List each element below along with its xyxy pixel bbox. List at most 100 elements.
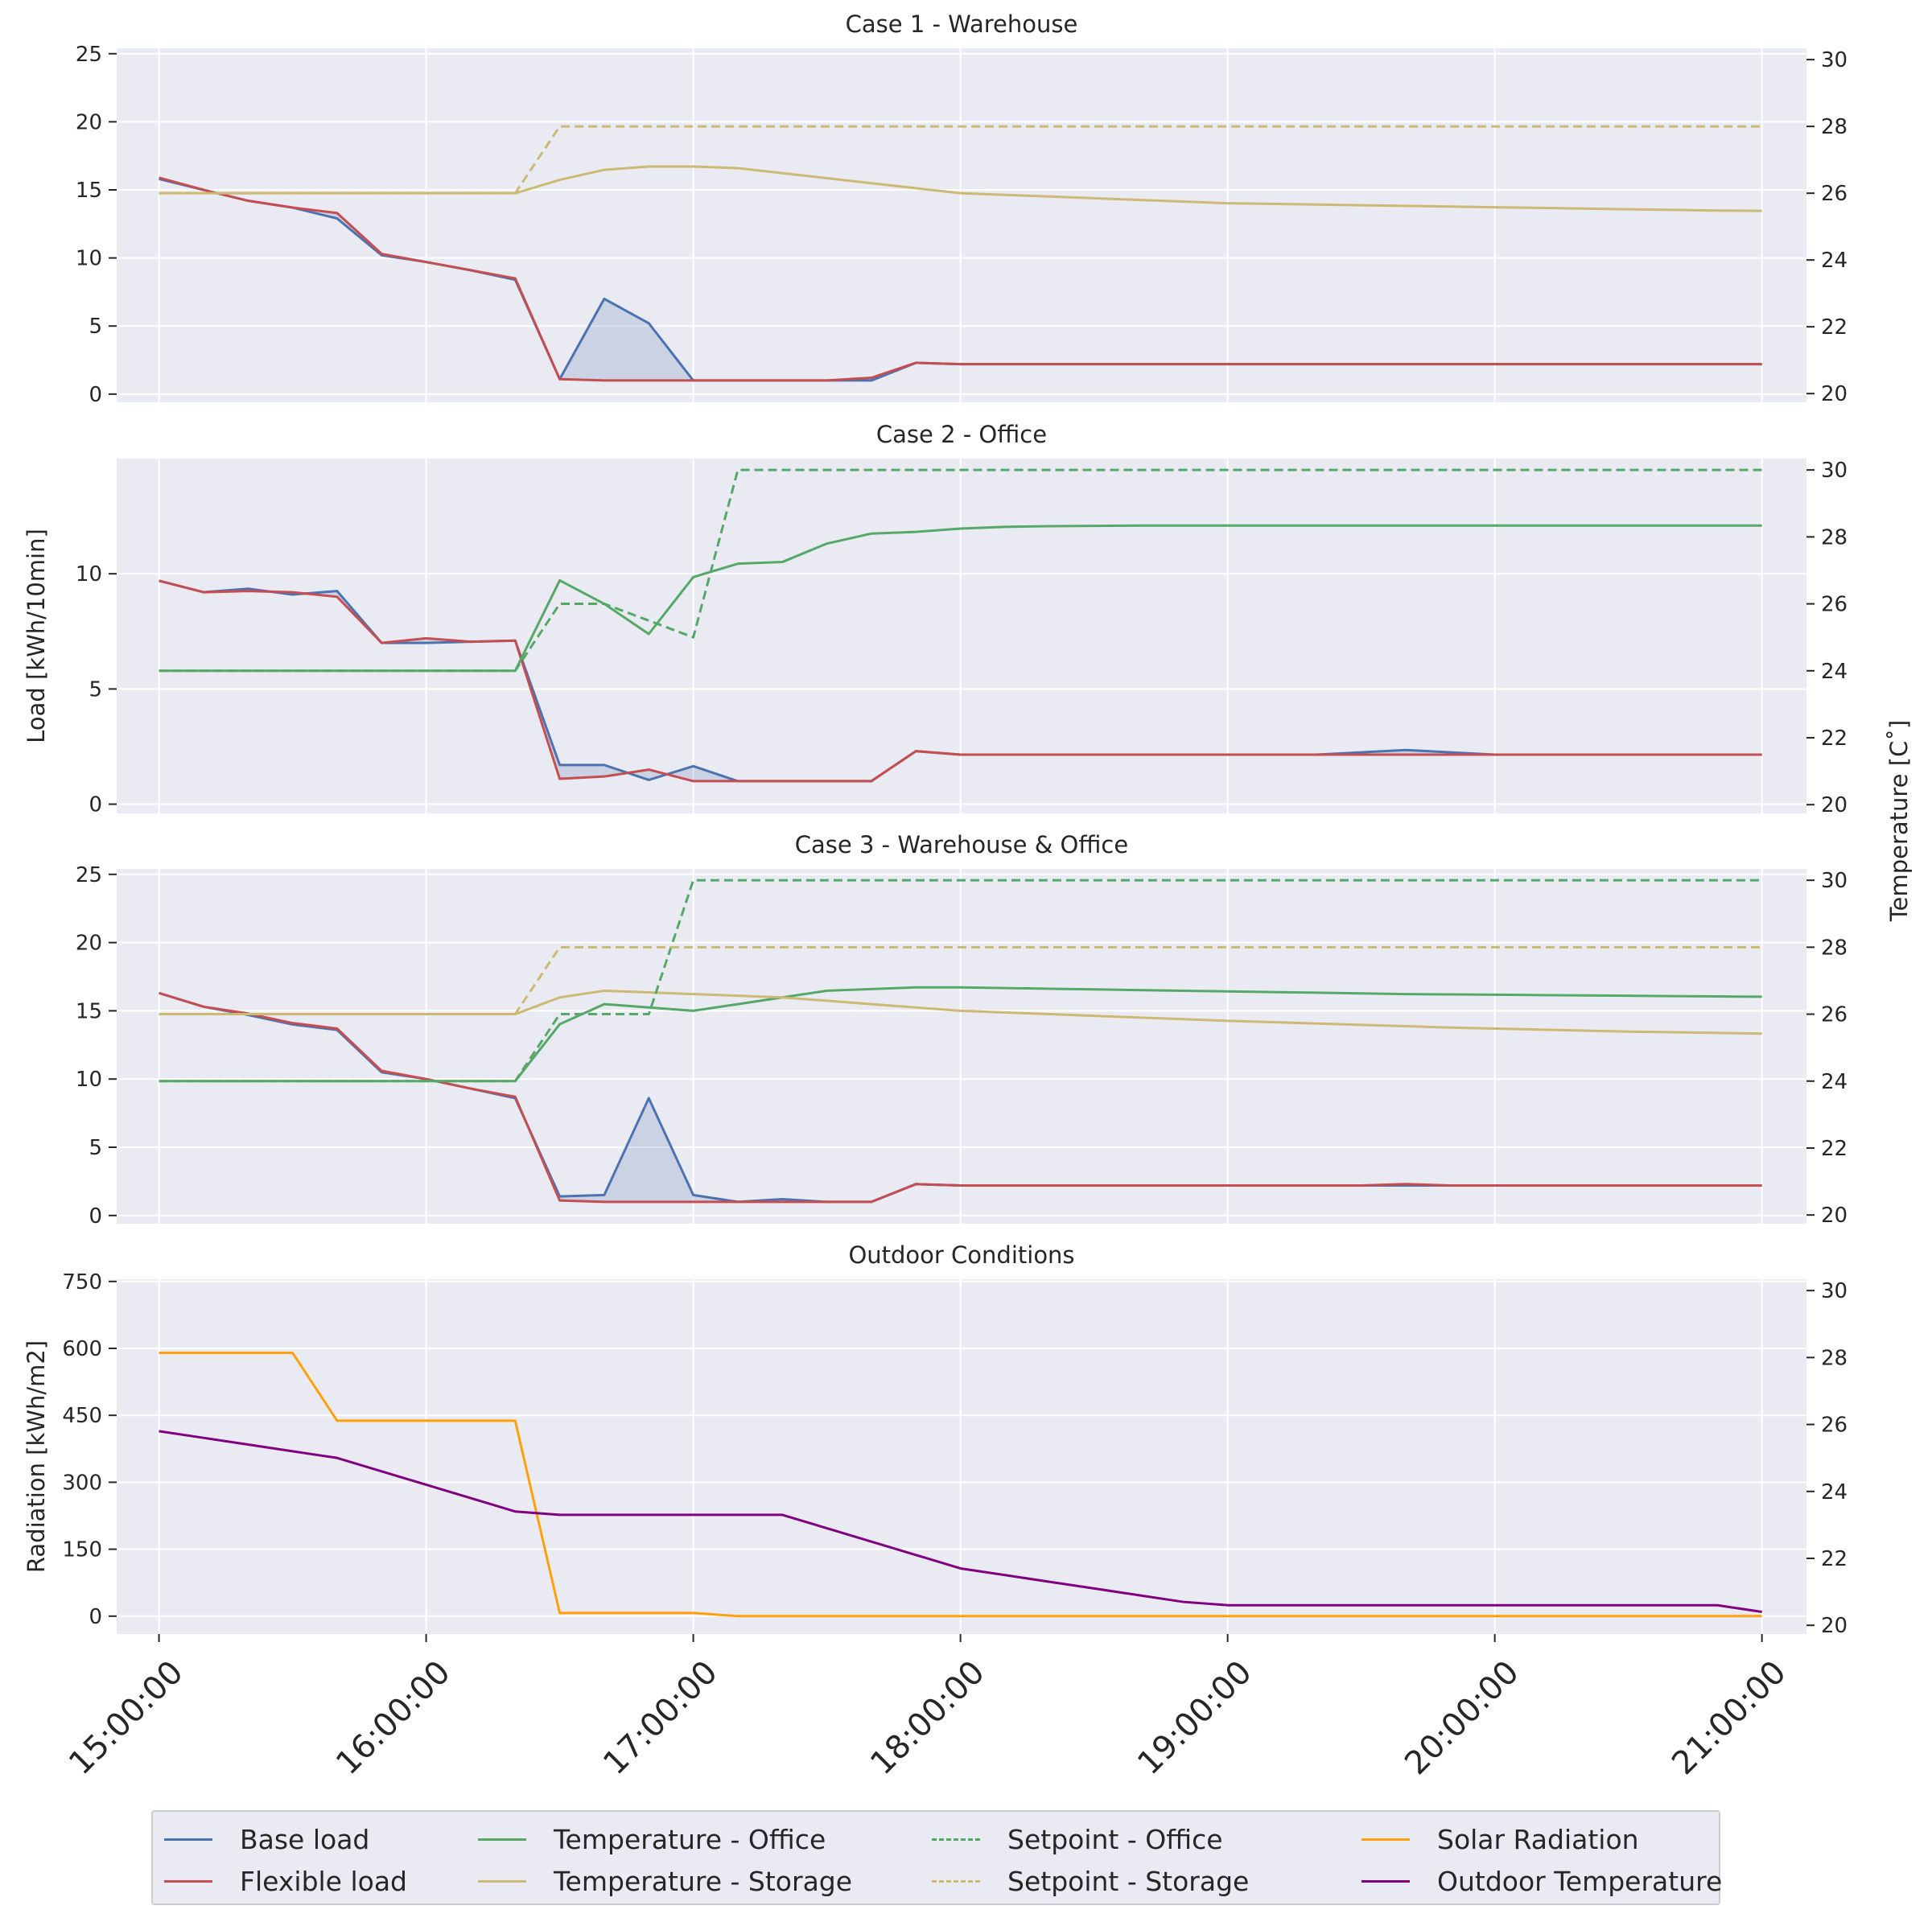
legend-swatch-solar-radiation xyxy=(1361,1838,1410,1841)
y2-tick-label: 22 xyxy=(1821,315,1848,340)
panel-title: Case 1 - Warehouse xyxy=(846,10,1078,38)
y-tick-label: 10 xyxy=(76,247,102,271)
panel-outdoor-conditions: 0 150 300 450 600 750 20 22 24 26 28 30 Outdoor Cond… xyxy=(23,1241,1848,1638)
y2-tick-label: 26 xyxy=(1821,182,1848,206)
panel-case-3-warehouse-office: 0 5 10 15 20 25 20 22 24 26 28 30 Case 3 - Warehouse… xyxy=(76,831,1848,1229)
y-tick-label: 150 xyxy=(62,1538,102,1562)
legend-item-temperature-office: Temperature - Office xyxy=(478,1818,826,1860)
y2-tick-label: 20 xyxy=(1821,793,1848,817)
legend-item-base-load: Base load xyxy=(164,1818,369,1860)
y-tick-label: 750 xyxy=(62,1270,102,1294)
legend-swatch-base-load xyxy=(164,1838,212,1841)
y2-tick-label: 28 xyxy=(1821,525,1848,549)
y-tick-label: 15 xyxy=(76,179,102,203)
y2-tick-label: 22 xyxy=(1821,726,1848,751)
legend-item-solar-radiation: Solar Radiation xyxy=(1361,1818,1639,1860)
legend-label-base-load: Base load xyxy=(240,1823,370,1855)
y2-tick-label: 22 xyxy=(1821,1137,1848,1161)
y2-axis-label: Temperature [C˚] xyxy=(1885,720,1913,922)
y-tick-label: 300 xyxy=(62,1471,102,1495)
series-outdoor-temperature xyxy=(159,1430,1762,1614)
series-setpoint-storage xyxy=(159,945,1762,1016)
x-tick-label: 17:00:00 xyxy=(596,1654,725,1783)
legend-swatch-outdoor-temperature xyxy=(1361,1879,1410,1883)
x-tick-label: 15:00:00 xyxy=(62,1654,191,1783)
legend-label-setpoint-office: Setpoint - Office xyxy=(1007,1823,1223,1855)
y2-tick-label: 28 xyxy=(1821,936,1848,960)
y-tick-label: 10 xyxy=(76,1068,102,1092)
legend-item-setpoint-storage: Setpoint - Storage xyxy=(932,1860,1249,1902)
series-setpoint-office xyxy=(159,879,1762,1083)
y2-tick-label: 24 xyxy=(1821,1070,1848,1094)
plot-area xyxy=(117,1279,1806,1634)
plot-area xyxy=(117,869,1806,1224)
legend-label-flexible-load: Flexible load xyxy=(240,1865,408,1897)
series-flexible-load xyxy=(159,991,1762,1204)
y2-tick-label: 30 xyxy=(1821,459,1848,483)
y-tick-label: 15 xyxy=(76,999,102,1023)
legend-label-setpoint-storage: Setpoint - Storage xyxy=(1007,1865,1250,1897)
y2-tick-label: 22 xyxy=(1821,1547,1848,1571)
legend-swatch-setpoint-office xyxy=(932,1838,980,1841)
y-tick-label: 0 xyxy=(89,793,102,817)
y-tick-label: 0 xyxy=(89,1204,102,1229)
legend-item-temperature-storage: Temperature - Storage xyxy=(478,1860,852,1902)
y-tick-label: 5 xyxy=(89,677,102,702)
y-tick-label: 10 xyxy=(76,562,102,587)
legend-swatch-flexible-load xyxy=(164,1879,212,1883)
x-tick-label: 21:00:00 xyxy=(1665,1654,1794,1783)
y2-tick-label: 30 xyxy=(1821,48,1848,72)
y2-tick-label: 30 xyxy=(1821,869,1848,893)
legend-label-solar-radiation: Solar Radiation xyxy=(1437,1823,1639,1855)
legend-label-temperature-office: Temperature - Office xyxy=(554,1823,826,1855)
y2-tick-label: 20 xyxy=(1821,1614,1848,1638)
y2-tick-label: 24 xyxy=(1821,1480,1848,1504)
legend-swatch-temperature-office xyxy=(478,1838,526,1841)
y-tick-label: 450 xyxy=(62,1404,102,1428)
y-tick-label: 600 xyxy=(62,1337,102,1361)
y-tick-label: 5 xyxy=(89,1136,102,1160)
y2-tick-label: 26 xyxy=(1821,593,1848,617)
x-tick-label: 18:00:00 xyxy=(863,1654,992,1783)
series-flexible-load xyxy=(159,176,1762,382)
y2-tick-label: 28 xyxy=(1821,115,1848,139)
y-tick-label: 0 xyxy=(89,1605,102,1629)
y-tick-label: 20 xyxy=(76,932,102,956)
panel-case-2-office: 0 5 10 20 22 24 26 28 30 Case 2 - Office Load [kWh… xyxy=(23,421,1848,817)
legend: Base load Flexible load Temperature - Of… xyxy=(151,1810,1722,1905)
series-solar-radiation xyxy=(159,1352,1762,1618)
panel-title: Outdoor Conditions xyxy=(848,1241,1074,1269)
series-setpoint-storage xyxy=(159,125,1762,195)
x-tick-label: 20:00:00 xyxy=(1398,1654,1526,1783)
x-tick-label: 19:00:00 xyxy=(1131,1654,1259,1783)
y2-tick-label: 24 xyxy=(1821,249,1848,273)
y2-tick-label: 24 xyxy=(1821,660,1848,684)
legend-label-outdoor-temperature: Outdoor Temperature xyxy=(1437,1865,1723,1897)
y-tick-label: 0 xyxy=(89,383,102,407)
y2-tick-label: 20 xyxy=(1821,1204,1848,1228)
series-setpoint-office xyxy=(159,468,1762,673)
y-tick-label: 20 xyxy=(76,110,102,134)
y2-tick-label: 26 xyxy=(1821,1414,1848,1438)
x-tick-label: 16:00:00 xyxy=(329,1654,458,1783)
legend-item-flexible-load: Flexible load xyxy=(164,1860,407,1902)
y-tick-label: 25 xyxy=(76,43,102,67)
plot-area xyxy=(117,459,1806,813)
y2-tick-label: 28 xyxy=(1821,1346,1848,1370)
panel-title: Case 3 - Warehouse & Office xyxy=(795,831,1128,858)
panel-title: Case 2 - Office xyxy=(876,421,1047,448)
y2-tick-label: 20 xyxy=(1821,382,1848,406)
legend-label-temperature-storage: Temperature - Storage xyxy=(554,1865,853,1897)
y-axis-label: Radiation [kWh/m2] xyxy=(23,1340,50,1573)
y2-tick-label: 30 xyxy=(1821,1279,1848,1303)
series-flexible-load xyxy=(159,579,1762,783)
y-tick-label: 25 xyxy=(76,863,102,887)
panel-case-1-warehouse: 0 5 10 15 20 25 20 22 24 26 28 30 Case 1 - Warehouse xyxy=(76,10,1848,407)
legend-item-outdoor-temperature: Outdoor Temperature xyxy=(1361,1860,1722,1902)
y-tick-label: 5 xyxy=(89,315,102,339)
legend-item-setpoint-office: Setpoint - Office xyxy=(932,1818,1223,1860)
plot-area xyxy=(117,48,1806,402)
legend-swatch-temperature-storage xyxy=(478,1879,526,1883)
y-axis-label: Load [kWh/10min] xyxy=(23,529,50,743)
